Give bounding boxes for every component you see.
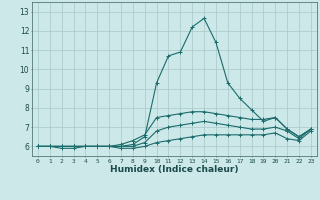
X-axis label: Humidex (Indice chaleur): Humidex (Indice chaleur): [110, 165, 239, 174]
